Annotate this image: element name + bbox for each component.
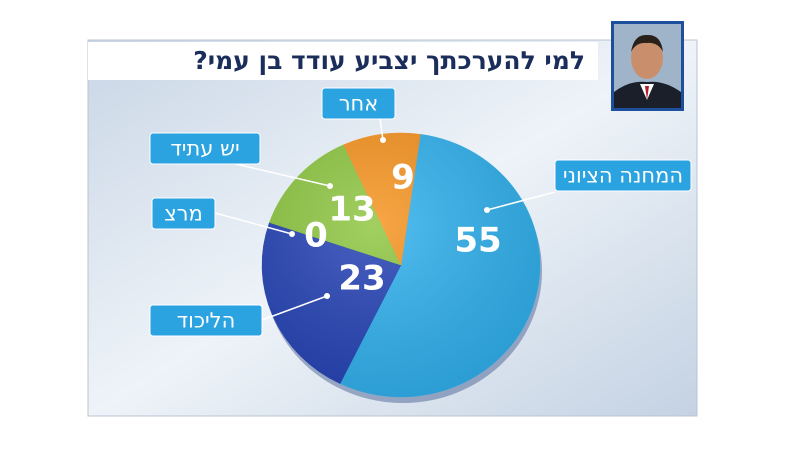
title-bar <box>88 42 598 80</box>
pie <box>261 132 542 403</box>
label-box <box>149 132 261 165</box>
value-label: 23 <box>338 259 385 299</box>
category-label: מרצ <box>164 202 203 226</box>
label-box <box>151 197 216 230</box>
label-box <box>321 87 396 120</box>
pie-shade <box>262 133 540 397</box>
leader-line <box>235 163 331 187</box>
value-label: 9 <box>391 158 415 198</box>
label-box <box>149 304 263 337</box>
chart-title: למי להערכתך יצביע עודד בן עמי? <box>193 46 585 75</box>
value-label: 0 <box>304 216 328 256</box>
leader-dot <box>289 231 295 237</box>
leader-line <box>261 295 328 321</box>
leader-line <box>214 212 293 235</box>
value-label: 55 <box>454 221 501 261</box>
category-label: הליכוד <box>177 309 236 333</box>
leader-dot <box>380 137 386 143</box>
portrait <box>611 21 684 111</box>
label-box <box>554 159 692 192</box>
leader-line <box>486 191 556 211</box>
value-label: 13 <box>328 190 375 230</box>
category-label: המחנה הציוני <box>563 164 683 188</box>
category-label: יש עתיד <box>170 137 239 161</box>
leader-dot <box>327 183 333 189</box>
category-label: אחר <box>339 92 379 116</box>
leader-dot <box>484 207 490 213</box>
leader-line <box>379 118 384 141</box>
leader-dot <box>324 293 330 299</box>
